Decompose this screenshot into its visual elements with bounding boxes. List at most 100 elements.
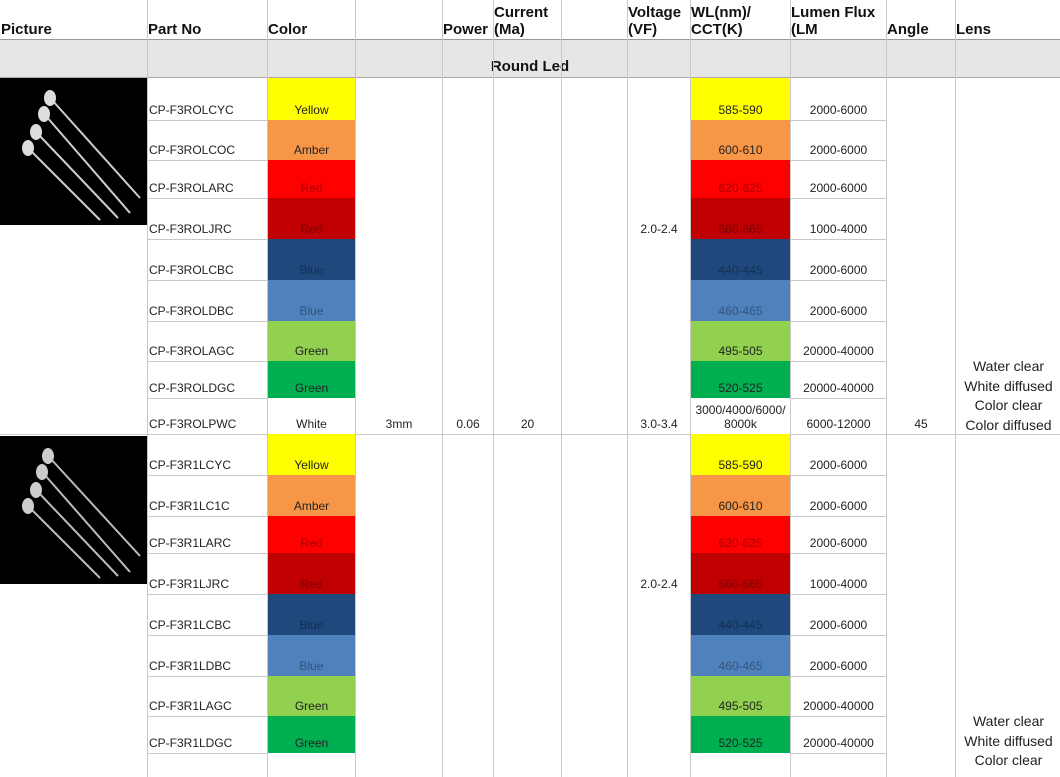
row-line — [147, 280, 267, 281]
color-name: Blue — [299, 659, 324, 673]
color-swatch — [268, 160, 355, 198]
part-no: CP-F3ROLDBC — [149, 304, 234, 318]
wavelength: 495-505 — [718, 344, 763, 358]
column-header: Picture — [1, 21, 52, 38]
color-swatch — [268, 676, 355, 716]
wavelength: 520-525 — [718, 381, 763, 395]
color-swatch — [268, 635, 355, 676]
wl-swatch — [691, 676, 790, 716]
led-icon — [22, 90, 141, 221]
column-header: Current (Ma) — [494, 4, 549, 38]
lens-option: Water clear — [972, 713, 1045, 729]
wl-swatch — [691, 280, 790, 321]
column-line — [886, 0, 887, 777]
led-picture — [0, 436, 147, 584]
voltage: 3.0-3.4 — [640, 417, 678, 431]
led-icon — [22, 448, 141, 579]
part-no: CP-F3R1LC1C — [149, 499, 230, 513]
wl-swatch — [691, 553, 790, 594]
lumen-flux: 2000-6000 — [809, 143, 868, 157]
color-name: Blue — [299, 618, 324, 632]
column-line — [147, 0, 148, 777]
color-swatch — [268, 398, 355, 434]
part-no: CP-F3R1LDBC — [149, 659, 232, 673]
column-line — [690, 0, 691, 777]
wavelength: 3000/4000/6000/ 8000k — [695, 403, 786, 431]
power: 0.06 — [456, 417, 480, 431]
wl-swatch — [691, 239, 790, 280]
wl-swatch — [691, 434, 790, 475]
lens-option: White diffused — [964, 732, 1053, 749]
color-name: Blue — [299, 304, 324, 318]
row-line — [790, 160, 886, 161]
row-line — [147, 434, 267, 435]
lumen-flux: 2000-6000 — [809, 263, 868, 277]
wl-swatch — [691, 398, 790, 434]
wl-swatch — [691, 198, 790, 239]
color-swatch — [268, 475, 355, 516]
lumen-flux: 2000-6000 — [809, 181, 868, 195]
color-swatch — [268, 239, 355, 280]
wavelength: 460-465 — [718, 659, 763, 673]
column-line — [955, 0, 956, 777]
lumen-flux: 2000-6000 — [809, 659, 868, 673]
wavelength: 520-525 — [718, 736, 763, 750]
lumen-flux: 20000-40000 — [803, 736, 874, 750]
color-name: Blue — [299, 263, 324, 277]
lumen-flux: 1000-4000 — [809, 577, 868, 591]
wl-swatch — [691, 475, 790, 516]
column-header: WL(nm)/ CCT(K) — [691, 4, 751, 38]
wavelength: 600-610 — [718, 143, 763, 157]
lumen-flux: 2000-6000 — [809, 304, 868, 318]
part-no: CP-F3ROLDGC — [149, 381, 236, 395]
section-bg — [0, 40, 1060, 78]
wavelength: 3000/4000/6000/ — [691, 753, 790, 777]
lens-option: Color clear — [974, 397, 1043, 413]
lumen-flux: 20000-40000 — [803, 381, 874, 395]
wl-swatch — [691, 516, 790, 553]
column-header: Color — [268, 21, 308, 38]
lens-option: White diffused — [964, 377, 1053, 394]
wavelength: 440-445 — [718, 263, 763, 277]
column-line — [267, 0, 268, 777]
column-header: Angle — [887, 21, 929, 38]
part-no: CP-F3ROLCBC — [149, 263, 234, 277]
part-no: CP-F3ROLCYC — [149, 103, 234, 117]
part-no: CP-F3R1LDGC — [149, 736, 233, 750]
color-name: Green — [294, 381, 329, 395]
row-line — [147, 553, 267, 554]
row-line — [790, 594, 886, 595]
row-line — [790, 475, 886, 476]
row-line — [790, 321, 886, 322]
part-no: CP-F3ROLJRC — [149, 222, 232, 236]
wl-swatch — [691, 594, 790, 635]
group-line — [0, 434, 1060, 435]
row-line — [147, 120, 267, 121]
row-line — [790, 120, 886, 121]
led-picture — [0, 78, 147, 225]
part-no: CP-F3ROLCOC — [149, 143, 236, 157]
row-line — [147, 475, 267, 476]
row-line — [147, 676, 267, 677]
color-swatch — [268, 280, 355, 321]
wl-swatch — [691, 361, 790, 398]
part-no: CP-F3R1LAGC — [149, 699, 232, 713]
row-line — [147, 239, 267, 240]
color-swatch — [268, 553, 355, 594]
row-line — [147, 516, 267, 517]
column-header: Part No — [148, 21, 202, 38]
row-line — [790, 361, 886, 362]
lumen-flux: 20000-40000 — [803, 699, 874, 713]
wavelength: 440-445 — [718, 618, 763, 632]
part-no: CP-F3R1LCYC — [149, 458, 232, 472]
color-swatch — [268, 120, 355, 160]
color-name: Amber — [293, 499, 330, 513]
wl-swatch — [691, 753, 790, 777]
color-name: Green — [294, 344, 329, 358]
header-bg — [0, 0, 1060, 40]
row-line — [790, 198, 886, 199]
row-line — [147, 160, 267, 161]
lumen-flux: 1000-4000 — [809, 222, 868, 236]
row-line — [147, 321, 267, 322]
